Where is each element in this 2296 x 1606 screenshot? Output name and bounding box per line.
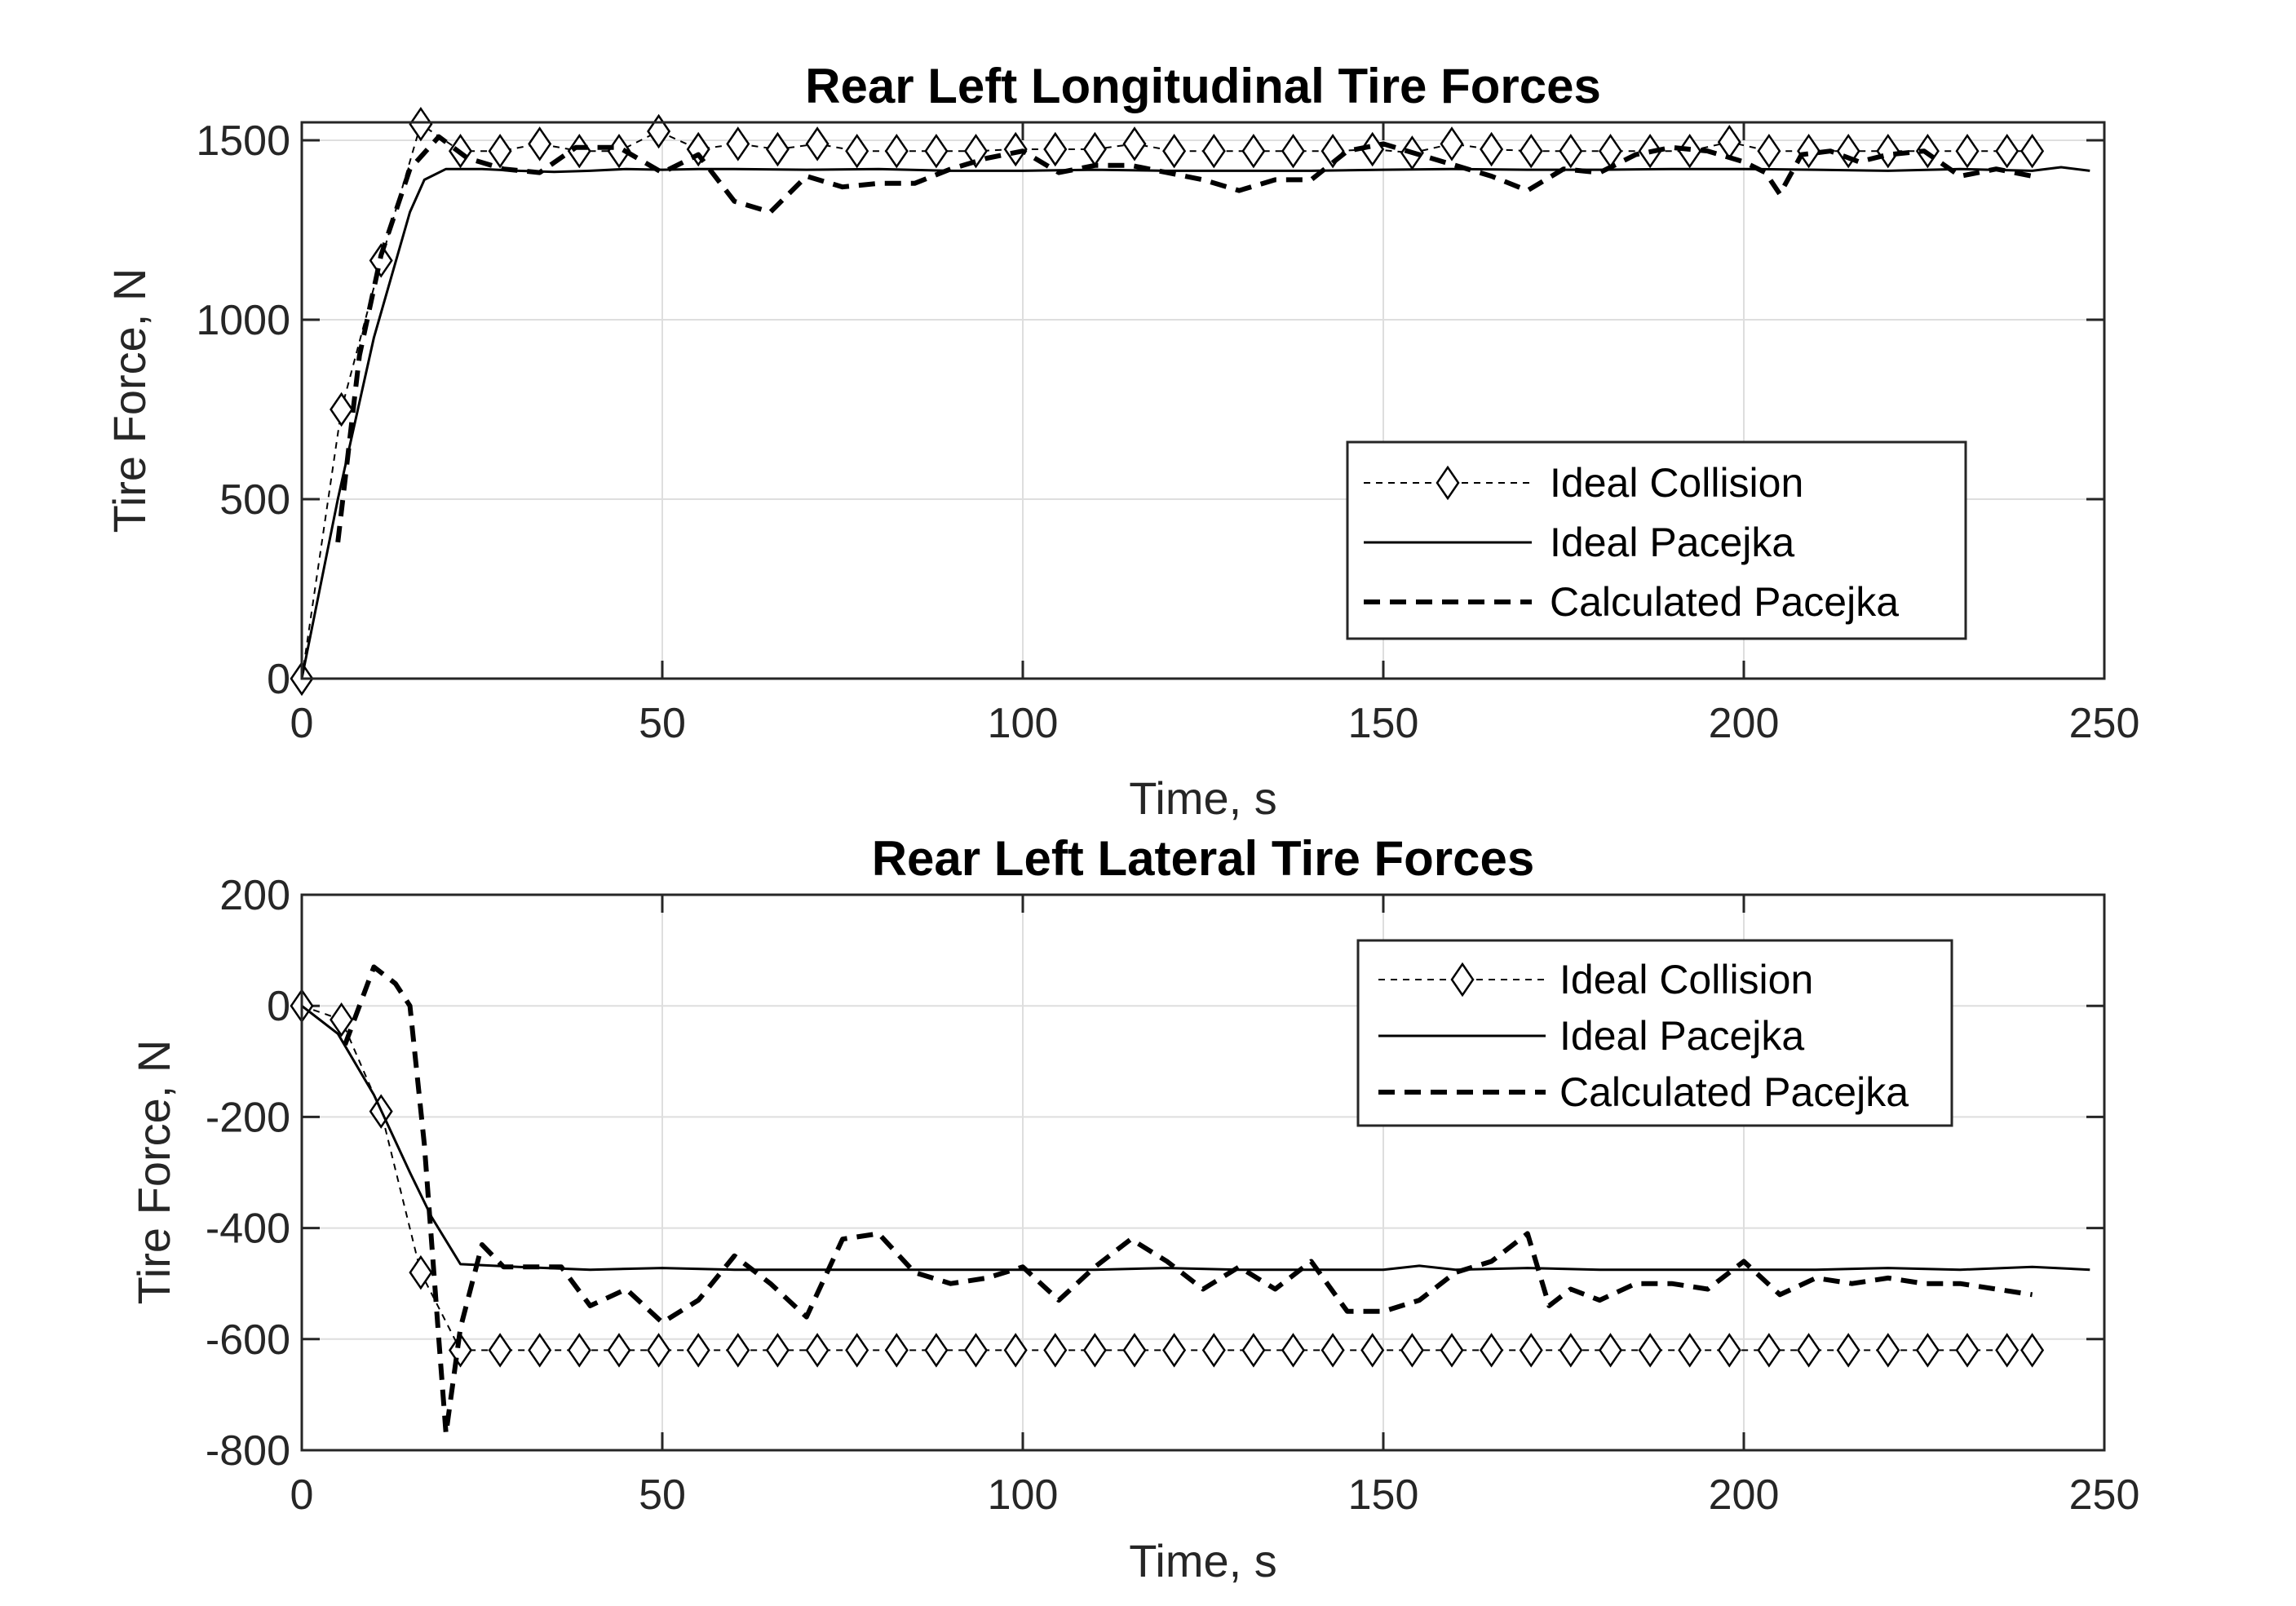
longitudinal-series-ideal-pacejka xyxy=(300,166,2090,679)
longitudinal-series xyxy=(290,107,2090,696)
legend-label-ideal-pacejka: Ideal Pacejka xyxy=(1550,520,1794,565)
legend-label-ideal-pacejka: Ideal Pacejka xyxy=(1559,1013,1804,1059)
lateral-y-tick-label: -600 xyxy=(206,1316,290,1364)
lateral-xlabel: Time, s xyxy=(1129,1535,1276,1586)
lateral-series-ideal-collision xyxy=(301,1005,2033,1352)
longitudinal-y-tick-label: 1000 xyxy=(196,297,290,344)
lateral-x-tick-label: 200 xyxy=(1709,1471,1780,1519)
longitudinal-x-tick-label: 150 xyxy=(1348,700,1419,747)
lateral-y-tick-label: 0 xyxy=(267,983,290,1030)
longitudinal-x-tick-label: 250 xyxy=(2069,700,2140,747)
lateral-x-tick-label: 150 xyxy=(1348,1471,1419,1519)
longitudinal-series-calculated-pacejka xyxy=(335,134,2033,543)
longitudinal-xlabel: Time, s xyxy=(1129,772,1276,824)
lateral-legend: Ideal Collision Ideal Pacejka Calculated… xyxy=(1356,939,1953,1127)
lateral-frame xyxy=(300,893,2106,1452)
longitudinal-panel: 0 50 100 150 200 250 0 500 1000 1500 Rear Left Lo… xyxy=(104,59,2139,824)
lateral-ylabel: Tire Force, N xyxy=(128,1040,179,1305)
longitudinal-ticks: 0 50 100 150 200 250 0 500 1000 1500 xyxy=(196,117,2139,747)
lateral-series-calculated-pacejka xyxy=(343,964,2033,1436)
longitudinal-ylabel: Tire Force, N xyxy=(104,268,155,533)
longitudinal-y-tick-label: 1500 xyxy=(196,117,290,165)
longitudinal-x-tick-label: 200 xyxy=(1709,700,1780,747)
lateral-ticks: 0 50 100 150 200 250 -800 -600 -400 -200 0 200 xyxy=(206,872,2139,1519)
longitudinal-title: Rear Left Longitudinal Tire Forces xyxy=(805,59,1601,113)
legend-label-ideal-collision: Ideal Collision xyxy=(1550,460,1803,506)
lateral-x-tick-label: 50 xyxy=(639,1471,686,1519)
longitudinal-x-tick-label: 100 xyxy=(988,700,1059,747)
lateral-series xyxy=(290,964,2090,1436)
lateral-y-tick-label: -200 xyxy=(206,1094,290,1141)
lateral-y-tick-label: 200 xyxy=(219,872,290,919)
longitudinal-legend: Ideal Collision Ideal Pacejka Calculated… xyxy=(1346,440,1967,640)
longitudinal-y-tick-label: 500 xyxy=(219,476,290,524)
lateral-x-tick-label: 100 xyxy=(988,1471,1059,1519)
lateral-y-tick-label: -400 xyxy=(206,1206,290,1253)
longitudinal-x-tick-label: 0 xyxy=(290,700,314,747)
lateral-title: Rear Left Lateral Tire Forces xyxy=(872,831,1535,886)
longitudinal-frame xyxy=(300,121,2106,680)
legend-label-calculated-pacejka: Calculated Pacejka xyxy=(1559,1069,1909,1115)
lateral-panel: 0 50 100 150 200 250 -800 -600 -400 -200 0 200 Rear… xyxy=(128,831,2139,1586)
lateral-y-tick-label: -800 xyxy=(206,1427,290,1475)
legend-label-ideal-collision: Ideal Collision xyxy=(1559,957,1813,1002)
longitudinal-x-tick-label: 50 xyxy=(639,700,686,747)
legend-label-calculated-pacejka: Calculated Pacejka xyxy=(1550,579,1899,625)
lateral-x-tick-label: 250 xyxy=(2069,1471,2140,1519)
longitudinal-series-ideal-collision xyxy=(301,123,2033,679)
longitudinal-y-tick-label: 0 xyxy=(267,656,290,703)
lateral-x-tick-label: 0 xyxy=(290,1471,314,1519)
lateral-series-ideal-pacejka xyxy=(301,1005,2090,1272)
